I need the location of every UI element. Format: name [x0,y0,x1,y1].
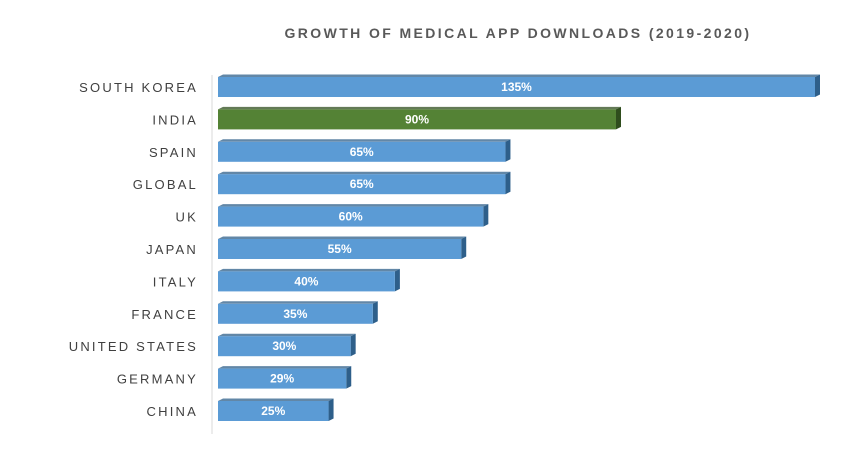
category-labels-group: SOUTH KOREA INDIA SPAIN GLOBAL UK JAPAN ITALY F… [69,80,198,419]
bar-side-germany [346,366,352,389]
bar-france [218,301,378,324]
value-label-global: 65% [350,177,374,191]
bar-side-france [372,301,378,324]
value-label-south-korea: 135% [501,80,532,94]
value-label-japan: 55% [328,242,352,256]
category-label-italy: ITALY [153,274,198,289]
value-label-germany: 29% [270,372,294,386]
bar-side-united-states [350,333,356,357]
bar-front-germany [218,368,347,389]
bar-side-uk [483,204,489,227]
category-label-germany: GERMANY [117,372,198,387]
value-label-italy: 40% [294,274,318,288]
bar-top-japan [218,236,467,239]
value-label-spain: 65% [350,145,374,159]
bar-front-italy [218,271,395,292]
bar-side-south-korea [815,74,820,97]
bar-top-italy [218,268,400,272]
category-label-united-states: UNITED STATES [69,339,198,354]
bar-top-germany [218,366,352,369]
value-label-china: 25% [261,404,285,418]
bar-germany [218,366,352,389]
bar-spain [218,139,511,162]
category-label-japan: JAPAN [146,242,198,257]
bar-china [218,398,334,421]
bar-side-japan [461,236,467,259]
bar-front-china [218,401,329,421]
value-labels-group: 135% 90% 65% 65% 60% 55% 40% 35% 30% 29% 25% [261,80,532,418]
bar-side-china [328,398,334,421]
category-label-france: FRANCE [131,307,198,322]
bar-global [218,171,511,195]
bars-group [218,74,820,421]
bar-front-united-states [218,336,351,357]
value-label-france: 35% [283,307,307,321]
bar-top-united-states [218,333,356,337]
bar-south-korea [218,74,820,97]
bar-japan [218,236,467,259]
category-label-global: GLOBAL [133,177,198,192]
bar-front-south-korea [218,77,815,97]
bar-front-japan [218,239,462,259]
bar-front-india [218,109,616,130]
bar-front-spain [218,141,506,162]
category-label-china: CHINA [147,404,198,419]
value-label-united-states: 30% [272,339,296,353]
bar-front-uk [218,206,484,227]
bar-top-india [218,106,621,110]
bar-side-italy [394,268,400,292]
category-label-india: INDIA [152,112,198,127]
chart-title: GROWTH OF MEDICAL APP DOWNLOADS (2019-20… [285,25,752,41]
bar-side-global [505,171,511,195]
bar-top-china [218,398,334,401]
bar-india [218,106,621,130]
bar-top-france [218,301,378,304]
bar-top-spain [218,139,511,142]
bar-top-global [218,171,511,175]
value-label-india: 90% [405,112,429,126]
category-label-spain: SPAIN [149,145,198,160]
bar-italy [218,268,400,292]
value-label-uk: 60% [339,210,363,224]
category-label-uk: UK [176,210,198,225]
bar-top-south-korea [218,74,820,77]
bar-front-france [218,303,373,324]
bar-front-global [218,174,506,195]
bar-side-spain [505,139,511,162]
bar-united-states [218,333,356,357]
bar-uk [218,204,489,227]
bar-top-uk [218,204,489,207]
category-label-south-korea: SOUTH KOREA [79,80,198,95]
bar-side-india [616,106,621,130]
